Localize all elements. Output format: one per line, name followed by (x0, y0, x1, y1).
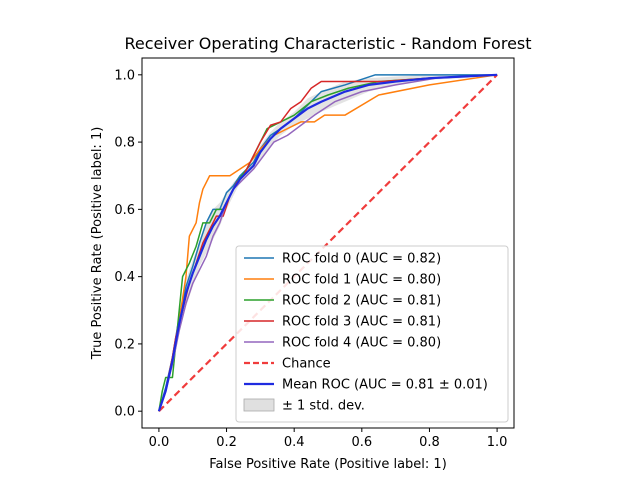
legend: ROC fold 0 (AUC = 0.82) ROC fold 1 (AUC =… (235, 245, 509, 423)
legend-label: ROC fold 4 (AUC = 0.80) (282, 336, 441, 351)
series-line-5 (158, 74, 498, 412)
series-line-1 (158, 74, 498, 412)
y-tick-label: 1.0 (114, 68, 135, 83)
series-line-6 (157, 73, 498, 412)
legend-label: ROC fold 1 (AUC = 0.80) (282, 273, 441, 288)
y-tick-label: 0.8 (114, 136, 135, 151)
legend-label: Chance (282, 357, 331, 372)
axis-ticks: 0.0 0.2 0.4 0.6 0.8 1.0 0.0 0.2 0.4 0.6 0.8 1.0 (114, 68, 507, 450)
legend-label: ROC fold 0 (AUC = 0.82) (282, 252, 441, 267)
y-tick-label: 0.4 (114, 270, 135, 285)
axes-frame (141, 57, 515, 429)
legend-box (235, 245, 509, 423)
x-tick-label: 0.0 (149, 435, 170, 450)
series-line-0 (158, 74, 498, 412)
x-tick-label: 1.0 (487, 435, 508, 450)
y-tick-label: 0.6 (114, 203, 135, 218)
x-tick-label: 0.8 (419, 435, 440, 450)
x-axis-label: False Positive Rate (Positive label: 1) (209, 457, 447, 472)
plot-area (157, 73, 498, 412)
y-tick-label: 0.0 (114, 405, 135, 420)
legend-label: ROC fold 2 (AUC = 0.81) (282, 294, 441, 309)
legend-label: ± 1 std. dev. (282, 399, 365, 414)
x-tick-label: 0.2 (216, 435, 237, 450)
x-tick-label: 0.4 (284, 435, 305, 450)
chart-title: Receiver Operating Characteristic - Rand… (124, 34, 531, 53)
x-tick-label: 0.6 (351, 435, 372, 450)
legend-label: ROC fold 3 (AUC = 0.81) (282, 315, 441, 330)
series-line-4 (158, 74, 498, 412)
legend-label: Mean ROC (AUC = 0.81 ± 0.01) (282, 378, 488, 393)
legend-swatch-band (243, 398, 275, 412)
y-tick-label: 0.2 (114, 337, 135, 352)
y-axis-label: True Positive Rate (Positive label: 1) (90, 127, 105, 361)
